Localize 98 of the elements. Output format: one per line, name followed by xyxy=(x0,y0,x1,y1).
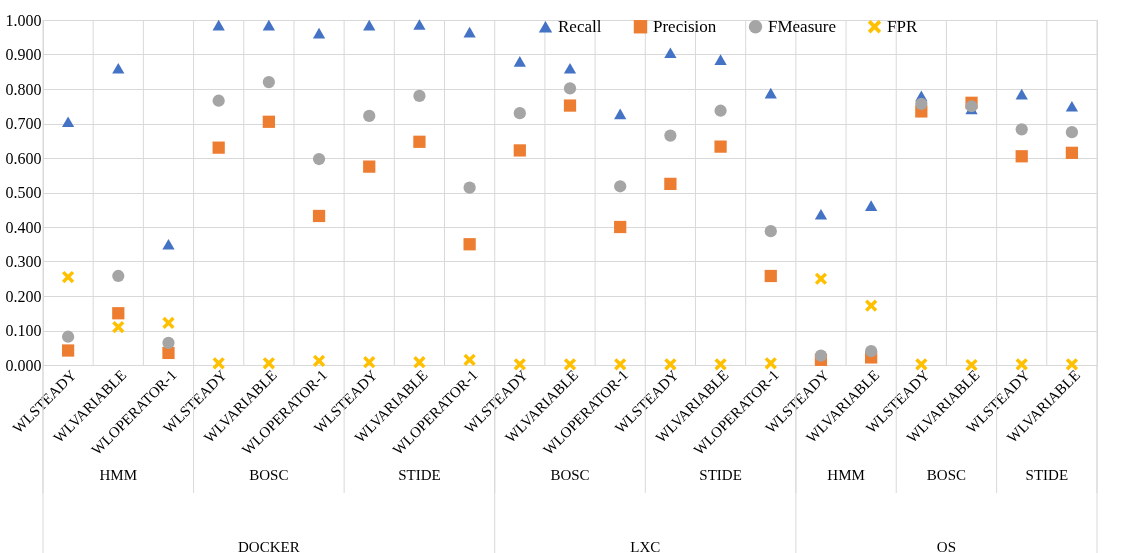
point xyxy=(162,238,175,250)
legend-label: Recall xyxy=(558,16,602,36)
point xyxy=(312,354,326,367)
point xyxy=(563,358,577,371)
point xyxy=(1015,88,1028,100)
text: STIDE xyxy=(699,467,742,483)
point xyxy=(212,357,225,370)
point xyxy=(865,345,878,358)
point xyxy=(61,344,75,357)
point xyxy=(463,353,476,366)
y-tick-label: 0.300 xyxy=(5,253,42,270)
point xyxy=(814,208,828,220)
point xyxy=(112,63,125,74)
legend-label: FPR xyxy=(887,16,918,36)
point xyxy=(112,269,125,283)
y-tick-label: 0.700 xyxy=(5,115,42,132)
y-tick-label: 0.000 xyxy=(5,356,42,374)
point xyxy=(865,200,878,211)
text: HMM xyxy=(99,467,138,483)
point xyxy=(363,356,376,369)
y-tick-label: 0.500 xyxy=(5,184,42,201)
point xyxy=(764,357,777,370)
point xyxy=(413,19,426,30)
point xyxy=(413,135,426,148)
y-tick-label: 0.800 xyxy=(5,80,42,98)
point xyxy=(212,141,225,154)
point xyxy=(664,47,677,59)
point xyxy=(915,97,928,110)
point xyxy=(865,299,878,312)
point xyxy=(714,104,727,117)
y-tick-label: 1.000 xyxy=(5,11,42,29)
point xyxy=(162,346,175,360)
point xyxy=(764,269,777,283)
point xyxy=(312,209,326,223)
point xyxy=(112,320,125,334)
point xyxy=(262,357,275,370)
point xyxy=(162,316,175,330)
point xyxy=(764,225,777,238)
point xyxy=(1065,146,1079,159)
point xyxy=(363,19,376,31)
point xyxy=(463,26,476,38)
legend-label: FMeasure xyxy=(768,16,836,36)
point xyxy=(664,129,677,142)
point xyxy=(563,99,577,112)
point xyxy=(513,56,526,67)
point xyxy=(413,89,426,103)
point xyxy=(1015,150,1028,163)
point xyxy=(563,63,577,74)
text: STIDE xyxy=(398,467,441,483)
point xyxy=(463,181,476,194)
point xyxy=(463,238,476,251)
point xyxy=(714,54,727,65)
point xyxy=(1065,126,1079,139)
point xyxy=(162,336,175,350)
point xyxy=(814,272,828,285)
point xyxy=(614,180,627,193)
point xyxy=(1065,358,1079,371)
point xyxy=(614,108,627,120)
text: BOSC xyxy=(550,467,590,483)
point xyxy=(563,82,577,95)
point xyxy=(714,140,727,153)
point xyxy=(614,220,627,234)
point xyxy=(212,94,225,107)
text: OS xyxy=(936,539,957,553)
point xyxy=(61,116,75,128)
point xyxy=(413,356,426,369)
y-tick-label: 0.900 xyxy=(5,46,42,63)
point xyxy=(61,270,75,284)
point xyxy=(312,27,326,39)
y-tick-label: 0.400 xyxy=(5,218,42,236)
point xyxy=(664,177,677,190)
text: HMM xyxy=(827,467,865,483)
point xyxy=(61,330,75,343)
text: DOCKER xyxy=(238,539,300,553)
point xyxy=(614,358,627,371)
point xyxy=(814,349,828,362)
point xyxy=(312,152,326,166)
point xyxy=(1065,100,1079,112)
text: BOSC xyxy=(249,467,289,483)
point xyxy=(262,75,275,89)
point xyxy=(262,19,275,31)
point xyxy=(363,160,376,173)
point xyxy=(513,107,526,120)
point xyxy=(262,115,275,128)
text: LXC xyxy=(630,539,661,553)
point xyxy=(714,358,727,371)
point xyxy=(363,109,376,123)
point xyxy=(1015,123,1028,136)
y-tick-label: 0.100 xyxy=(5,322,42,339)
text: BOSC xyxy=(926,467,967,483)
legend-label: Precision xyxy=(653,16,717,36)
point xyxy=(764,87,777,99)
point xyxy=(112,307,125,320)
text: STIDE xyxy=(1025,467,1069,483)
y-tick-label: 0.200 xyxy=(5,287,42,305)
point xyxy=(513,144,526,157)
y-tick-label: 0.600 xyxy=(5,149,42,167)
point xyxy=(212,19,225,31)
